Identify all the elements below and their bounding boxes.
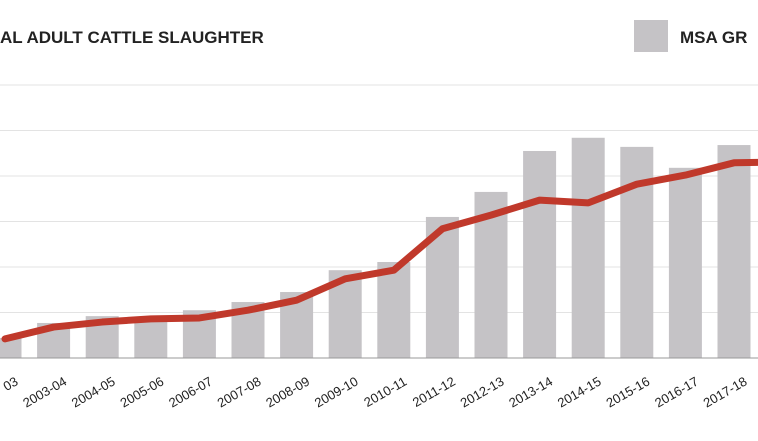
legend-label: MSA GR [680, 28, 747, 47]
x-tick-label: 2014-15 [555, 374, 604, 411]
x-tick-label: 2010-11 [361, 374, 409, 410]
x-tick-label: 03 [0, 374, 20, 394]
x-tick-label: 2013-14 [506, 374, 555, 411]
x-tick-label: 2008-09 [263, 374, 312, 411]
bar [134, 317, 168, 358]
legend-label: AL ADULT CATTLE SLAUGHTER [0, 28, 264, 47]
legend-swatch [634, 20, 668, 52]
bar [571, 137, 605, 358]
x-tick-label: 2003-04 [20, 374, 69, 411]
x-tick-label: 2009-10 [312, 374, 361, 411]
x-tick-label: 2005-06 [117, 374, 166, 411]
x-tick-label: 2016-17 [652, 374, 701, 411]
bar [668, 167, 702, 358]
x-tick-label: 2006-07 [166, 374, 215, 411]
x-tick-label: 2011-12 [410, 374, 458, 410]
x-tick-label: 2017-18 [701, 374, 750, 411]
x-tick-label: 2012-13 [458, 374, 507, 411]
bar [717, 145, 751, 358]
x-tick-label: 2004-05 [69, 374, 118, 411]
x-tick-label: 2007-08 [215, 374, 264, 411]
x-tick-label: 2015-16 [603, 374, 652, 411]
bar [523, 150, 557, 358]
bar [0, 337, 22, 358]
line [1, 158, 758, 343]
bar [377, 261, 411, 358]
